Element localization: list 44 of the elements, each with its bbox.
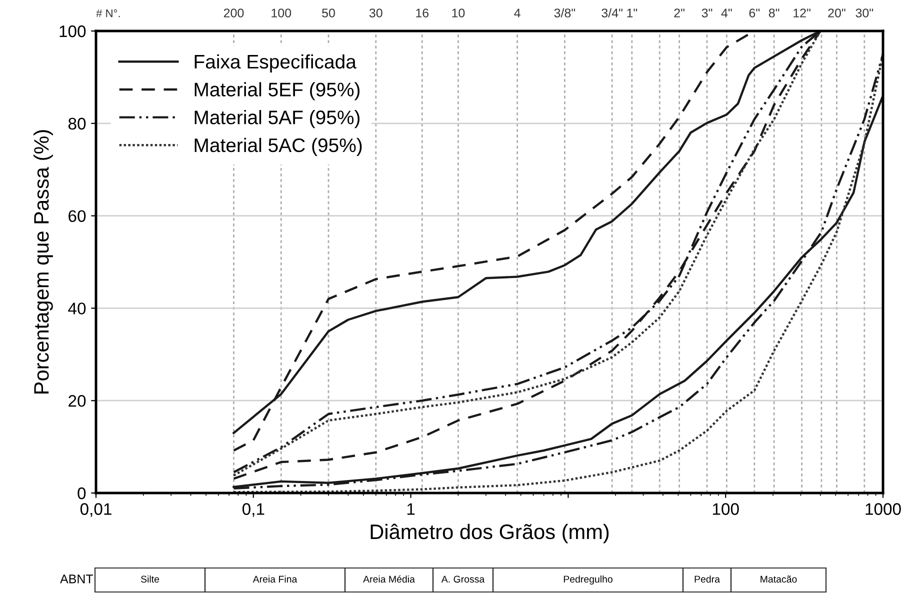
annotation: 3/4" xyxy=(602,8,622,18)
x-tick-label: 0,01 xyxy=(80,503,112,517)
x-tick-label: 100 xyxy=(712,503,739,515)
y-tick-label: 60 xyxy=(68,210,86,222)
text: # N°. xyxy=(96,9,120,18)
text: ABNT xyxy=(60,574,94,584)
y-tick-label: 0 xyxy=(78,487,86,500)
y-tick-label: 100 xyxy=(60,25,86,38)
annotation: 200 xyxy=(224,8,244,18)
annotation: 10 xyxy=(452,8,465,18)
y-tick-label: 80 xyxy=(68,118,86,130)
text: Matacão xyxy=(760,576,797,583)
annotation: 8" xyxy=(768,8,780,18)
y-tick-label: 40 xyxy=(68,302,86,314)
annotation: 12" xyxy=(794,8,810,18)
annotation: 16 xyxy=(416,8,429,18)
annotation: 30" xyxy=(856,8,874,18)
y-tick-label: 20 xyxy=(68,395,86,407)
text: Pedregulho xyxy=(564,575,612,585)
annotation: 4" xyxy=(721,8,732,18)
annotation: 1" xyxy=(627,8,638,18)
annotation: 3" xyxy=(702,8,712,18)
legend-label: Material 5AF (95%) xyxy=(194,110,360,128)
annotation: 2" xyxy=(674,8,684,18)
text: Areia Média xyxy=(363,575,415,583)
x-tick-label: 0,1 xyxy=(242,503,264,517)
annotation: 3/8" xyxy=(554,8,576,18)
annotation: 4 xyxy=(514,8,520,18)
y-axis-title: Porcentagem que Passa (%) xyxy=(33,130,53,394)
x-axis-title: Diâmetro dos Grãos (mm) xyxy=(370,524,609,544)
text: Areia Fina xyxy=(252,575,298,583)
legend-label: Material 5EF (95%) xyxy=(194,82,360,100)
text: Silte xyxy=(140,575,160,583)
text: Pedra xyxy=(694,575,720,583)
legend-label: Material 5AC (95%) xyxy=(194,138,362,156)
text: A. Grossa xyxy=(441,576,485,583)
annotation: 100 xyxy=(272,8,292,18)
annotation: 30 xyxy=(369,8,382,18)
x-tick-label: 1 xyxy=(407,503,415,515)
x-tick-label: 1000 xyxy=(866,503,901,515)
legend-label: Faixa Especificada xyxy=(194,54,356,72)
annotation: 20" xyxy=(828,8,846,18)
annotation: 6" xyxy=(749,8,760,18)
annotation: 50 xyxy=(322,8,335,18)
